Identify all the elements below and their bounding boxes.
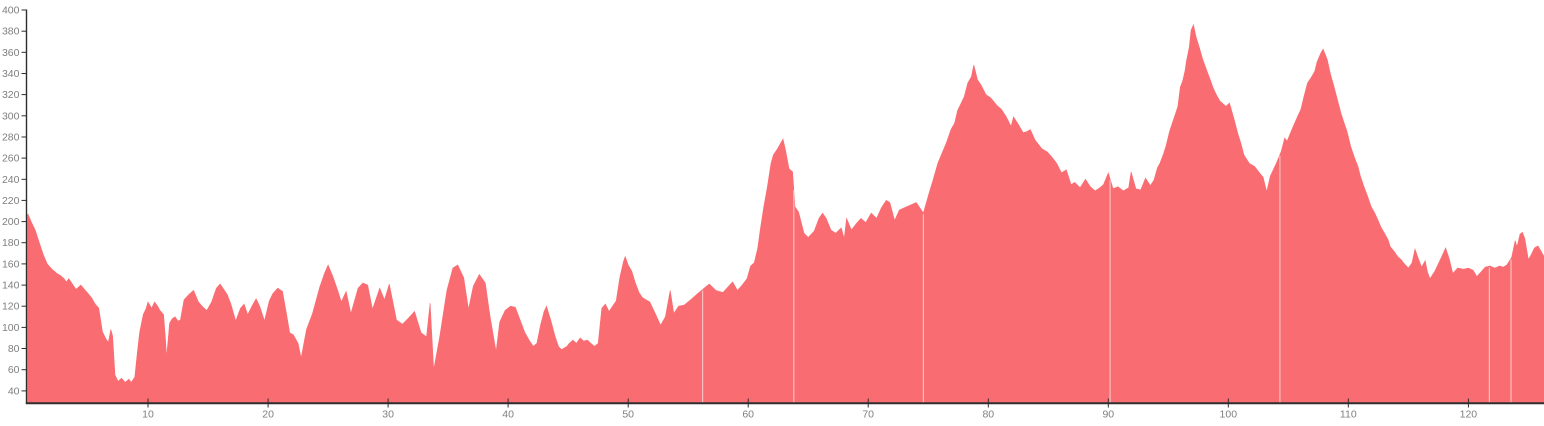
y-axis-tick-label: 40: [8, 385, 20, 397]
x-axis-tick-label: 100: [1220, 409, 1238, 421]
y-axis-tick-label: 400: [2, 5, 20, 17]
y-axis-tick-label: 80: [8, 343, 20, 355]
x-axis-tick-label: 70: [862, 409, 874, 421]
y-axis-tick-label: 220: [2, 195, 20, 207]
x-axis-tick-label: 30: [382, 409, 394, 421]
x-axis-tick-label: 80: [982, 409, 994, 421]
y-axis-tick-label: 100: [2, 322, 20, 334]
x-axis-tick-label: 20: [262, 409, 274, 421]
y-axis-tick-label: 280: [2, 132, 20, 144]
x-axis-tick-label: 60: [742, 409, 754, 421]
x-axis-tick-label: 90: [1102, 409, 1114, 421]
x-axis-tick-label: 40: [502, 409, 514, 421]
x-axis-tick-label: 50: [622, 409, 634, 421]
y-axis-tick-label: 180: [2, 237, 20, 249]
x-axis-tick-label: 120: [1460, 409, 1478, 421]
elevation-area[interactable]: [28, 25, 1544, 403]
y-axis-tick-label: 200: [2, 216, 20, 228]
x-axis-tick-label: 110: [1340, 409, 1357, 421]
x-axis-tick-label: 10: [142, 409, 154, 421]
y-axis-tick-label: 240: [2, 174, 20, 186]
y-axis-tick-label: 120: [2, 301, 20, 313]
y-axis-tick-label: 360: [2, 47, 20, 59]
y-axis-tick-label: 160: [2, 258, 20, 270]
y-axis-tick-label: 380: [2, 26, 20, 38]
y-axis-tick-label: 340: [2, 68, 20, 80]
y-axis-tick-label: 260: [2, 153, 20, 165]
y-axis-tick-label: 60: [8, 364, 20, 376]
y-axis-tick-label: 320: [2, 89, 20, 101]
y-axis-tick-label: 140: [2, 280, 20, 292]
y-axis-tick-label: 300: [2, 110, 20, 122]
